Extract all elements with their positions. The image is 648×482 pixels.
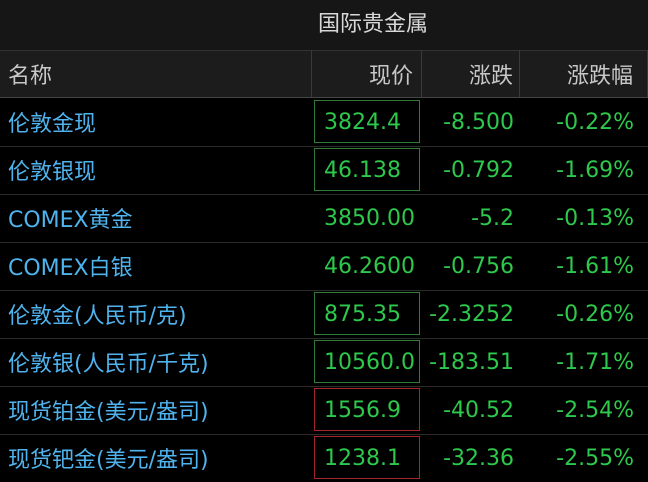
- instrument-name: 伦敦银(人民币/千克): [8, 352, 209, 377]
- price: 10560.00: [324, 349, 416, 375]
- price: 3824.4: [324, 109, 401, 135]
- quote-row[interactable]: 伦敦银(人民币/千克) 10560.00 -183.51 -1.71%: [0, 338, 648, 387]
- quote-row[interactable]: COMEX黄金 3850.00 -5.2 -0.13%: [0, 194, 648, 243]
- quote-row[interactable]: 伦敦金现 3824.4 -8.500 -0.22%: [0, 98, 648, 147]
- change: -5.2: [471, 205, 514, 231]
- change: -0.756: [443, 253, 514, 279]
- change-percent: -1.71%: [556, 349, 634, 375]
- price-highlight: [314, 292, 420, 335]
- change-percent: -2.55%: [556, 445, 634, 471]
- price: 1238.1: [324, 445, 401, 471]
- column-title[interactable]: 涨跌幅: [520, 51, 648, 97]
- change: -32.36: [443, 445, 514, 471]
- change-percent: -0.22%: [556, 109, 634, 135]
- price-highlight: [314, 100, 420, 143]
- quote-row[interactable]: 伦敦银现 46.138 -0.792 -1.69%: [0, 146, 648, 195]
- price-highlight: [314, 148, 420, 191]
- change: -8.500: [443, 109, 514, 135]
- price: 875.35: [324, 301, 401, 327]
- change: -40.52: [443, 397, 514, 423]
- quote-row[interactable]: 伦敦金(人民币/克) 875.35 -2.3252 -0.26%: [0, 290, 648, 339]
- instrument-name: 伦敦银现: [8, 160, 97, 185]
- price: 3850.00: [324, 205, 415, 231]
- change: -2.3252: [429, 301, 514, 327]
- change-percent: -2.54%: [556, 397, 634, 423]
- instrument-name: 现货钯金(美元/盎司): [8, 448, 209, 473]
- change: -0.792: [443, 157, 514, 183]
- change-percent: -1.69%: [556, 157, 634, 183]
- price-highlight: [314, 388, 420, 431]
- column-title[interactable]: 现价: [312, 51, 422, 97]
- change-percent: -0.26%: [556, 301, 634, 327]
- instrument-name: COMEX黄金: [8, 208, 133, 233]
- price: 46.2600: [324, 253, 415, 279]
- price-highlight: [314, 436, 420, 479]
- change-percent: -1.61%: [556, 253, 634, 279]
- column-title[interactable]: 名称: [0, 51, 312, 97]
- price-highlight: [314, 340, 420, 383]
- price: 46.138: [324, 157, 401, 183]
- quote-row[interactable]: 现货钯金(美元/盎司) 1238.1 -32.36 -2.55%: [0, 434, 648, 482]
- quote-row[interactable]: COMEX白银 46.2600 -0.756 -1.61%: [0, 242, 648, 291]
- price: 1556.9: [324, 397, 401, 423]
- column-header: 名称 现价 涨跌 涨跌幅: [0, 51, 648, 98]
- instrument-name: 伦敦金现: [8, 112, 97, 137]
- instrument-name: COMEX白银: [8, 256, 133, 281]
- panel-title: 国际贵金属: [0, 0, 648, 51]
- column-title[interactable]: 涨跌: [422, 51, 520, 97]
- change: -183.51: [429, 349, 514, 375]
- quote-row[interactable]: 现货铂金(美元/盎司) 1556.9 -40.52 -2.54%: [0, 386, 648, 435]
- change-percent: -0.13%: [556, 205, 634, 231]
- instrument-name: 现货铂金(美元/盎司): [8, 400, 209, 425]
- instrument-name: 伦敦金(人民币/克): [8, 304, 187, 329]
